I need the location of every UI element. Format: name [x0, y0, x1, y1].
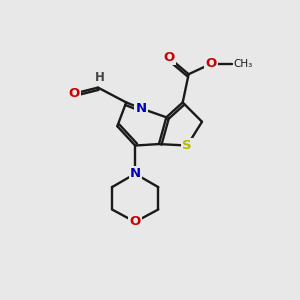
Text: N: N [136, 102, 147, 115]
Text: S: S [182, 139, 192, 152]
Text: O: O [164, 51, 175, 64]
Text: O: O [205, 57, 217, 70]
Text: CH₃: CH₃ [233, 59, 253, 69]
Text: N: N [130, 167, 141, 180]
Text: O: O [130, 215, 141, 228]
Text: H: H [94, 71, 104, 84]
Text: O: O [69, 87, 80, 100]
